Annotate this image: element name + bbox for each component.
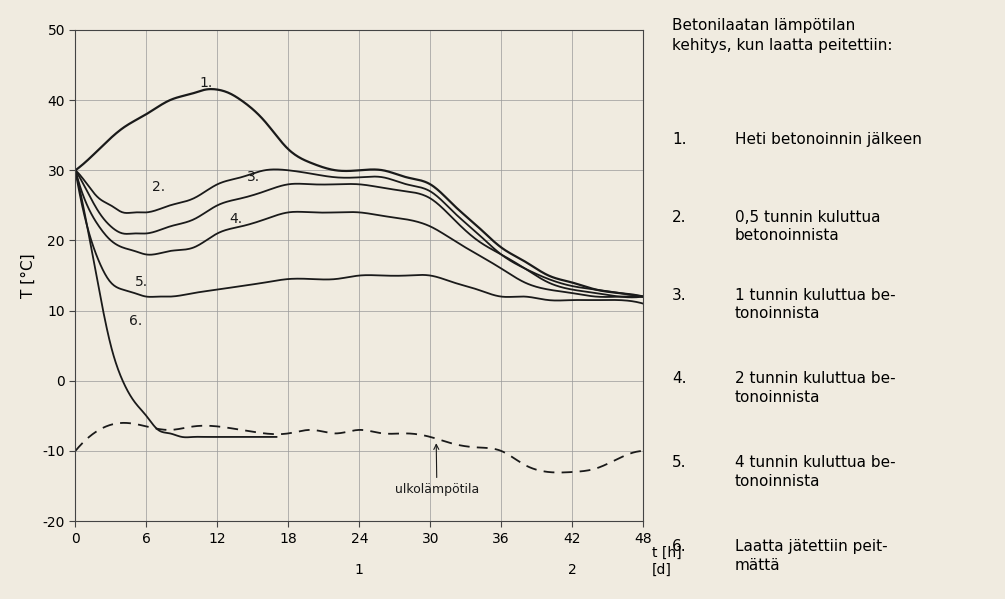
Text: 5.: 5. bbox=[672, 455, 686, 470]
Text: Heti betonoinnin jälkeen: Heti betonoinnin jälkeen bbox=[735, 132, 922, 147]
Text: 1.: 1. bbox=[672, 132, 686, 147]
Text: 2: 2 bbox=[568, 563, 577, 577]
Text: t [h]: t [h] bbox=[651, 546, 681, 560]
Text: 6.: 6. bbox=[129, 314, 142, 328]
Text: 4 tunnin kuluttua be-
tonoinnista: 4 tunnin kuluttua be- tonoinnista bbox=[735, 455, 895, 489]
Text: 3.: 3. bbox=[247, 170, 260, 184]
Y-axis label: T [°C]: T [°C] bbox=[20, 253, 35, 298]
Text: 1: 1 bbox=[355, 563, 364, 577]
Text: 0,5 tunnin kuluttua
betonoinnista: 0,5 tunnin kuluttua betonoinnista bbox=[735, 210, 880, 243]
Text: Betonilaatan lämpötilan
kehitys, kun laatta peitettiin:: Betonilaatan lämpötilan kehitys, kun laa… bbox=[672, 18, 892, 53]
Text: 5.: 5. bbox=[135, 275, 148, 289]
Text: 2.: 2. bbox=[153, 180, 166, 194]
Text: Laatta jätettiin peit-
mättä: Laatta jätettiin peit- mättä bbox=[735, 539, 887, 573]
Text: 2.: 2. bbox=[672, 210, 686, 225]
Text: [d]: [d] bbox=[651, 563, 671, 577]
Text: 4.: 4. bbox=[229, 212, 242, 226]
Text: ulkolämpötila: ulkolämpötila bbox=[395, 444, 479, 496]
Text: 3.: 3. bbox=[672, 288, 686, 302]
Text: 4.: 4. bbox=[672, 371, 686, 386]
Text: 1 tunnin kuluttua be-
tonoinnista: 1 tunnin kuluttua be- tonoinnista bbox=[735, 288, 895, 321]
Text: 2 tunnin kuluttua be-
tonoinnista: 2 tunnin kuluttua be- tonoinnista bbox=[735, 371, 895, 405]
Text: 1.: 1. bbox=[200, 77, 213, 90]
Text: 6.: 6. bbox=[672, 539, 686, 554]
